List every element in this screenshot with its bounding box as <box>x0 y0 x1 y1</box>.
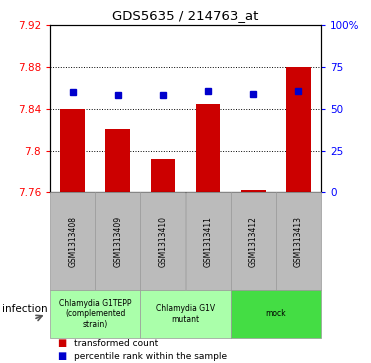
Text: transformed count: transformed count <box>74 339 158 347</box>
Text: GSM1313413: GSM1313413 <box>294 216 303 267</box>
Text: GSM1313412: GSM1313412 <box>249 216 258 267</box>
Text: percentile rank within the sample: percentile rank within the sample <box>74 352 227 361</box>
Bar <box>151 159 175 192</box>
Bar <box>196 104 220 192</box>
Text: Chlamydia G1TEPP
(complemented
strain): Chlamydia G1TEPP (complemented strain) <box>59 299 131 329</box>
Text: Chlamydia G1V
mutant: Chlamydia G1V mutant <box>156 304 215 324</box>
Text: GSM1313409: GSM1313409 <box>113 216 122 267</box>
Bar <box>60 109 85 192</box>
Bar <box>241 190 266 192</box>
Bar <box>286 67 311 192</box>
Text: GSM1313411: GSM1313411 <box>204 216 213 267</box>
Bar <box>105 129 130 192</box>
Text: ■: ■ <box>58 338 67 348</box>
Text: GSM1313410: GSM1313410 <box>158 216 167 267</box>
Text: GDS5635 / 214763_at: GDS5635 / 214763_at <box>112 9 259 22</box>
Text: infection: infection <box>2 303 47 314</box>
Text: GSM1313408: GSM1313408 <box>68 216 77 267</box>
Text: mock: mock <box>266 310 286 318</box>
Text: ■: ■ <box>58 351 67 362</box>
